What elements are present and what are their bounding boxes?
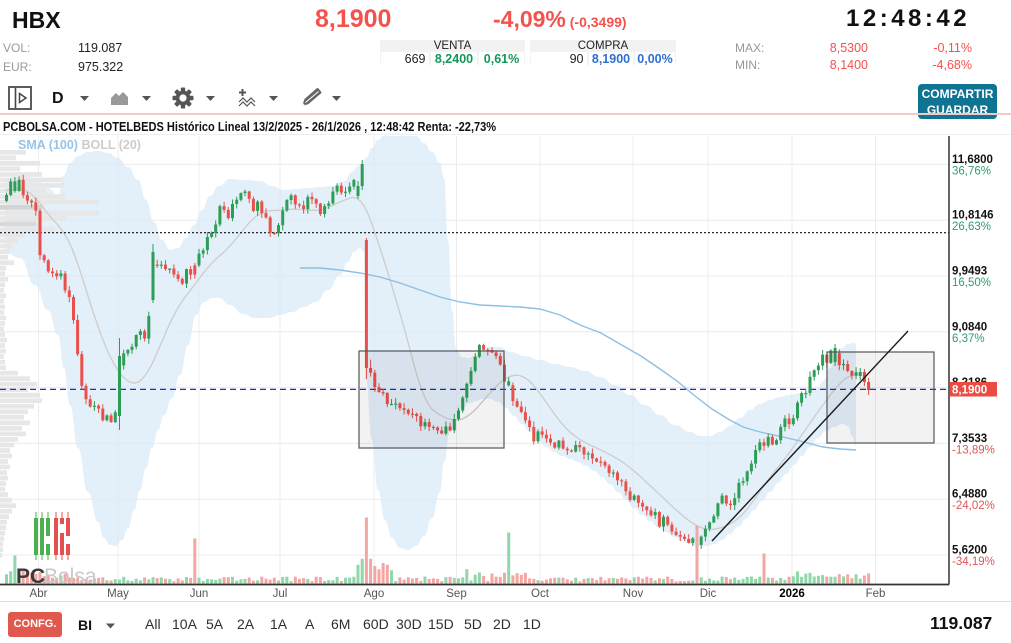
svg-text:36,76%: 36,76% [952, 165, 991, 177]
svg-text:Bolsa: Bolsa [44, 565, 97, 588]
svg-text:5,6200: 5,6200 [952, 545, 987, 557]
svg-text:16,50%: 16,50% [952, 277, 991, 289]
svg-text:Jul: Jul [273, 588, 288, 600]
svg-text:Oct: Oct [531, 588, 550, 600]
svg-text:Dic: Dic [700, 588, 717, 600]
svg-text:6,4880: 6,4880 [952, 489, 987, 501]
svg-text:D: D [52, 90, 64, 107]
svg-text:Abr: Abr [30, 588, 48, 600]
svg-text:6,37%: 6,37% [952, 333, 985, 345]
svg-text:11,6800: 11,6800 [952, 154, 993, 166]
svg-text:2026: 2026 [779, 588, 805, 600]
svg-text:-24,02%: -24,02% [952, 500, 995, 512]
svg-text:Feb: Feb [866, 588, 886, 600]
svg-text:10,8146: 10,8146 [952, 210, 994, 222]
svg-text:26,63%: 26,63% [952, 221, 991, 233]
svg-text:Sep: Sep [446, 588, 466, 600]
svg-text:Jun: Jun [190, 588, 209, 600]
svg-text:9,9493: 9,9493 [952, 266, 987, 278]
svg-text:9,0840: 9,0840 [952, 321, 987, 333]
svg-text:8,1900: 8,1900 [952, 385, 987, 397]
svg-text:Nov: Nov [623, 588, 644, 600]
svg-text:May: May [107, 588, 129, 600]
svg-text:7,3533: 7,3533 [952, 433, 987, 445]
svg-text:-34,19%: -34,19% [952, 556, 995, 568]
svg-text:-13,89%: -13,89% [952, 444, 995, 456]
svg-text:Ago: Ago [364, 588, 384, 600]
svg-text:PC: PC [16, 565, 45, 588]
